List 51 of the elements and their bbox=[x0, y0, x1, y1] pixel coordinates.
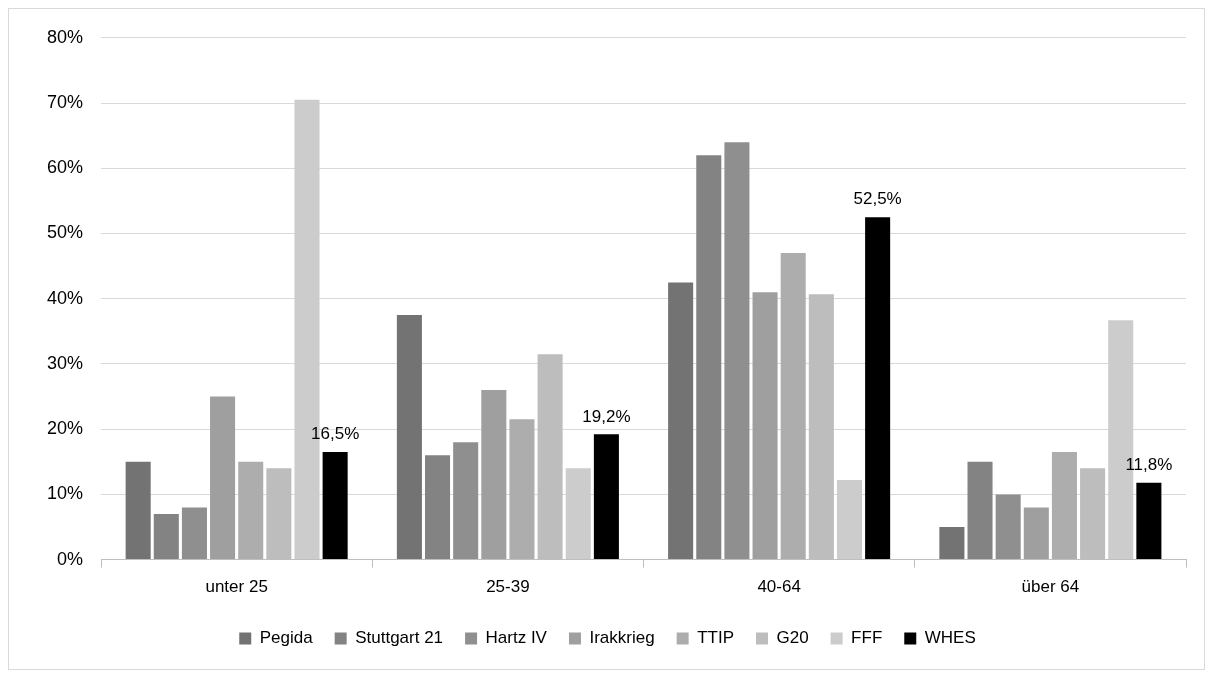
legend-label: G20 bbox=[776, 628, 809, 648]
bar bbox=[967, 461, 993, 560]
bar bbox=[425, 455, 451, 560]
y-tick-label: 30% bbox=[47, 352, 84, 373]
y-tick-label: 0% bbox=[57, 548, 84, 569]
y-tick-label: 40% bbox=[47, 287, 84, 308]
bar bbox=[865, 217, 891, 560]
bar bbox=[153, 513, 179, 560]
bar bbox=[509, 419, 535, 560]
y-tick-label: 10% bbox=[47, 483, 84, 504]
legend-label: Pegida bbox=[259, 628, 314, 648]
legend-label: TTIP bbox=[697, 628, 734, 648]
data-label: 52,5% bbox=[853, 189, 902, 209]
bar bbox=[565, 468, 591, 560]
x-tick-label: 40-64 bbox=[757, 577, 801, 597]
bar bbox=[1136, 482, 1162, 560]
bar bbox=[181, 507, 207, 560]
bar bbox=[995, 494, 1021, 560]
y-tick-label: 60% bbox=[47, 157, 84, 178]
bar bbox=[238, 461, 264, 560]
bar bbox=[210, 396, 236, 560]
legend-label: Hartz IV bbox=[485, 628, 548, 648]
y-tick-label: 70% bbox=[47, 91, 84, 112]
bar bbox=[322, 451, 348, 560]
y-tick-label: 20% bbox=[47, 418, 84, 439]
bar bbox=[453, 442, 479, 560]
data-label: 16,5% bbox=[311, 424, 360, 444]
bar bbox=[836, 480, 863, 560]
data-label: 19,2% bbox=[582, 406, 631, 426]
bar bbox=[696, 155, 722, 560]
bar bbox=[1023, 507, 1049, 560]
bar bbox=[481, 390, 507, 560]
y-tick-label: 50% bbox=[47, 222, 84, 243]
y-tick-label: 80% bbox=[47, 26, 84, 47]
bar bbox=[752, 292, 778, 560]
bar bbox=[593, 434, 619, 560]
legend-label: WHES bbox=[924, 628, 976, 648]
bar bbox=[780, 253, 806, 560]
bar bbox=[396, 315, 422, 560]
bar bbox=[1051, 451, 1077, 560]
bar bbox=[125, 461, 151, 560]
x-tick-label: unter 25 bbox=[205, 577, 268, 597]
legend-label: Irakkrieg bbox=[589, 628, 655, 648]
bar bbox=[724, 142, 750, 560]
data-label: 11,8% bbox=[1125, 454, 1173, 474]
bar bbox=[668, 282, 694, 560]
legend-label: FFF bbox=[851, 628, 883, 648]
x-tick-label: 25-39 bbox=[486, 577, 530, 597]
x-tick-label: über 64 bbox=[1021, 577, 1080, 597]
bar bbox=[939, 526, 965, 560]
legend-label: Stuttgart 21 bbox=[355, 628, 444, 648]
